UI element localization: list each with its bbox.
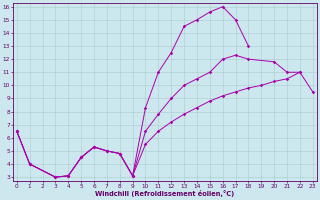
X-axis label: Windchill (Refroidissement éolien,°C): Windchill (Refroidissement éolien,°C) [95,190,235,197]
